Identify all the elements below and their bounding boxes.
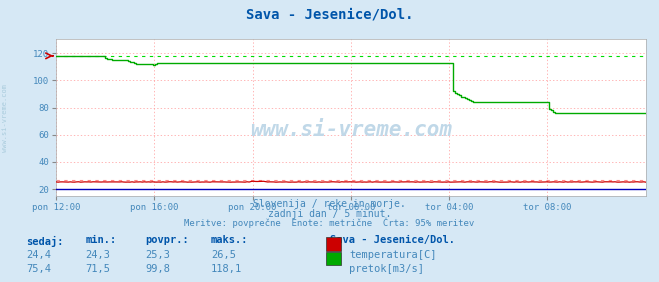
Text: Sava - Jesenice/Dol.: Sava - Jesenice/Dol.: [246, 7, 413, 21]
Text: sedaj:: sedaj:: [26, 235, 64, 246]
Text: temperatura[C]: temperatura[C]: [349, 250, 437, 259]
Text: pretok[m3/s]: pretok[m3/s]: [349, 264, 424, 274]
Text: Meritve: povprečne  Enote: metrične  Črta: 95% meritev: Meritve: povprečne Enote: metrične Črta:…: [185, 218, 474, 228]
Text: 99,8: 99,8: [145, 264, 170, 274]
Text: zadnji dan / 5 minut.: zadnji dan / 5 minut.: [268, 209, 391, 219]
Text: www.si-vreme.com: www.si-vreme.com: [2, 84, 9, 153]
Text: Slovenija / reke in morje.: Slovenija / reke in morje.: [253, 199, 406, 209]
Text: Sava - Jesenice/Dol.: Sava - Jesenice/Dol.: [330, 235, 455, 245]
Text: 24,3: 24,3: [86, 250, 111, 259]
Text: min.:: min.:: [86, 235, 117, 245]
Text: povpr.:: povpr.:: [145, 235, 188, 245]
Text: 26,5: 26,5: [211, 250, 236, 259]
Text: 25,3: 25,3: [145, 250, 170, 259]
Text: 75,4: 75,4: [26, 264, 51, 274]
Text: www.si-vreme.com: www.si-vreme.com: [250, 120, 452, 140]
Text: 24,4: 24,4: [26, 250, 51, 259]
Text: 71,5: 71,5: [86, 264, 111, 274]
Text: 118,1: 118,1: [211, 264, 242, 274]
Text: maks.:: maks.:: [211, 235, 248, 245]
